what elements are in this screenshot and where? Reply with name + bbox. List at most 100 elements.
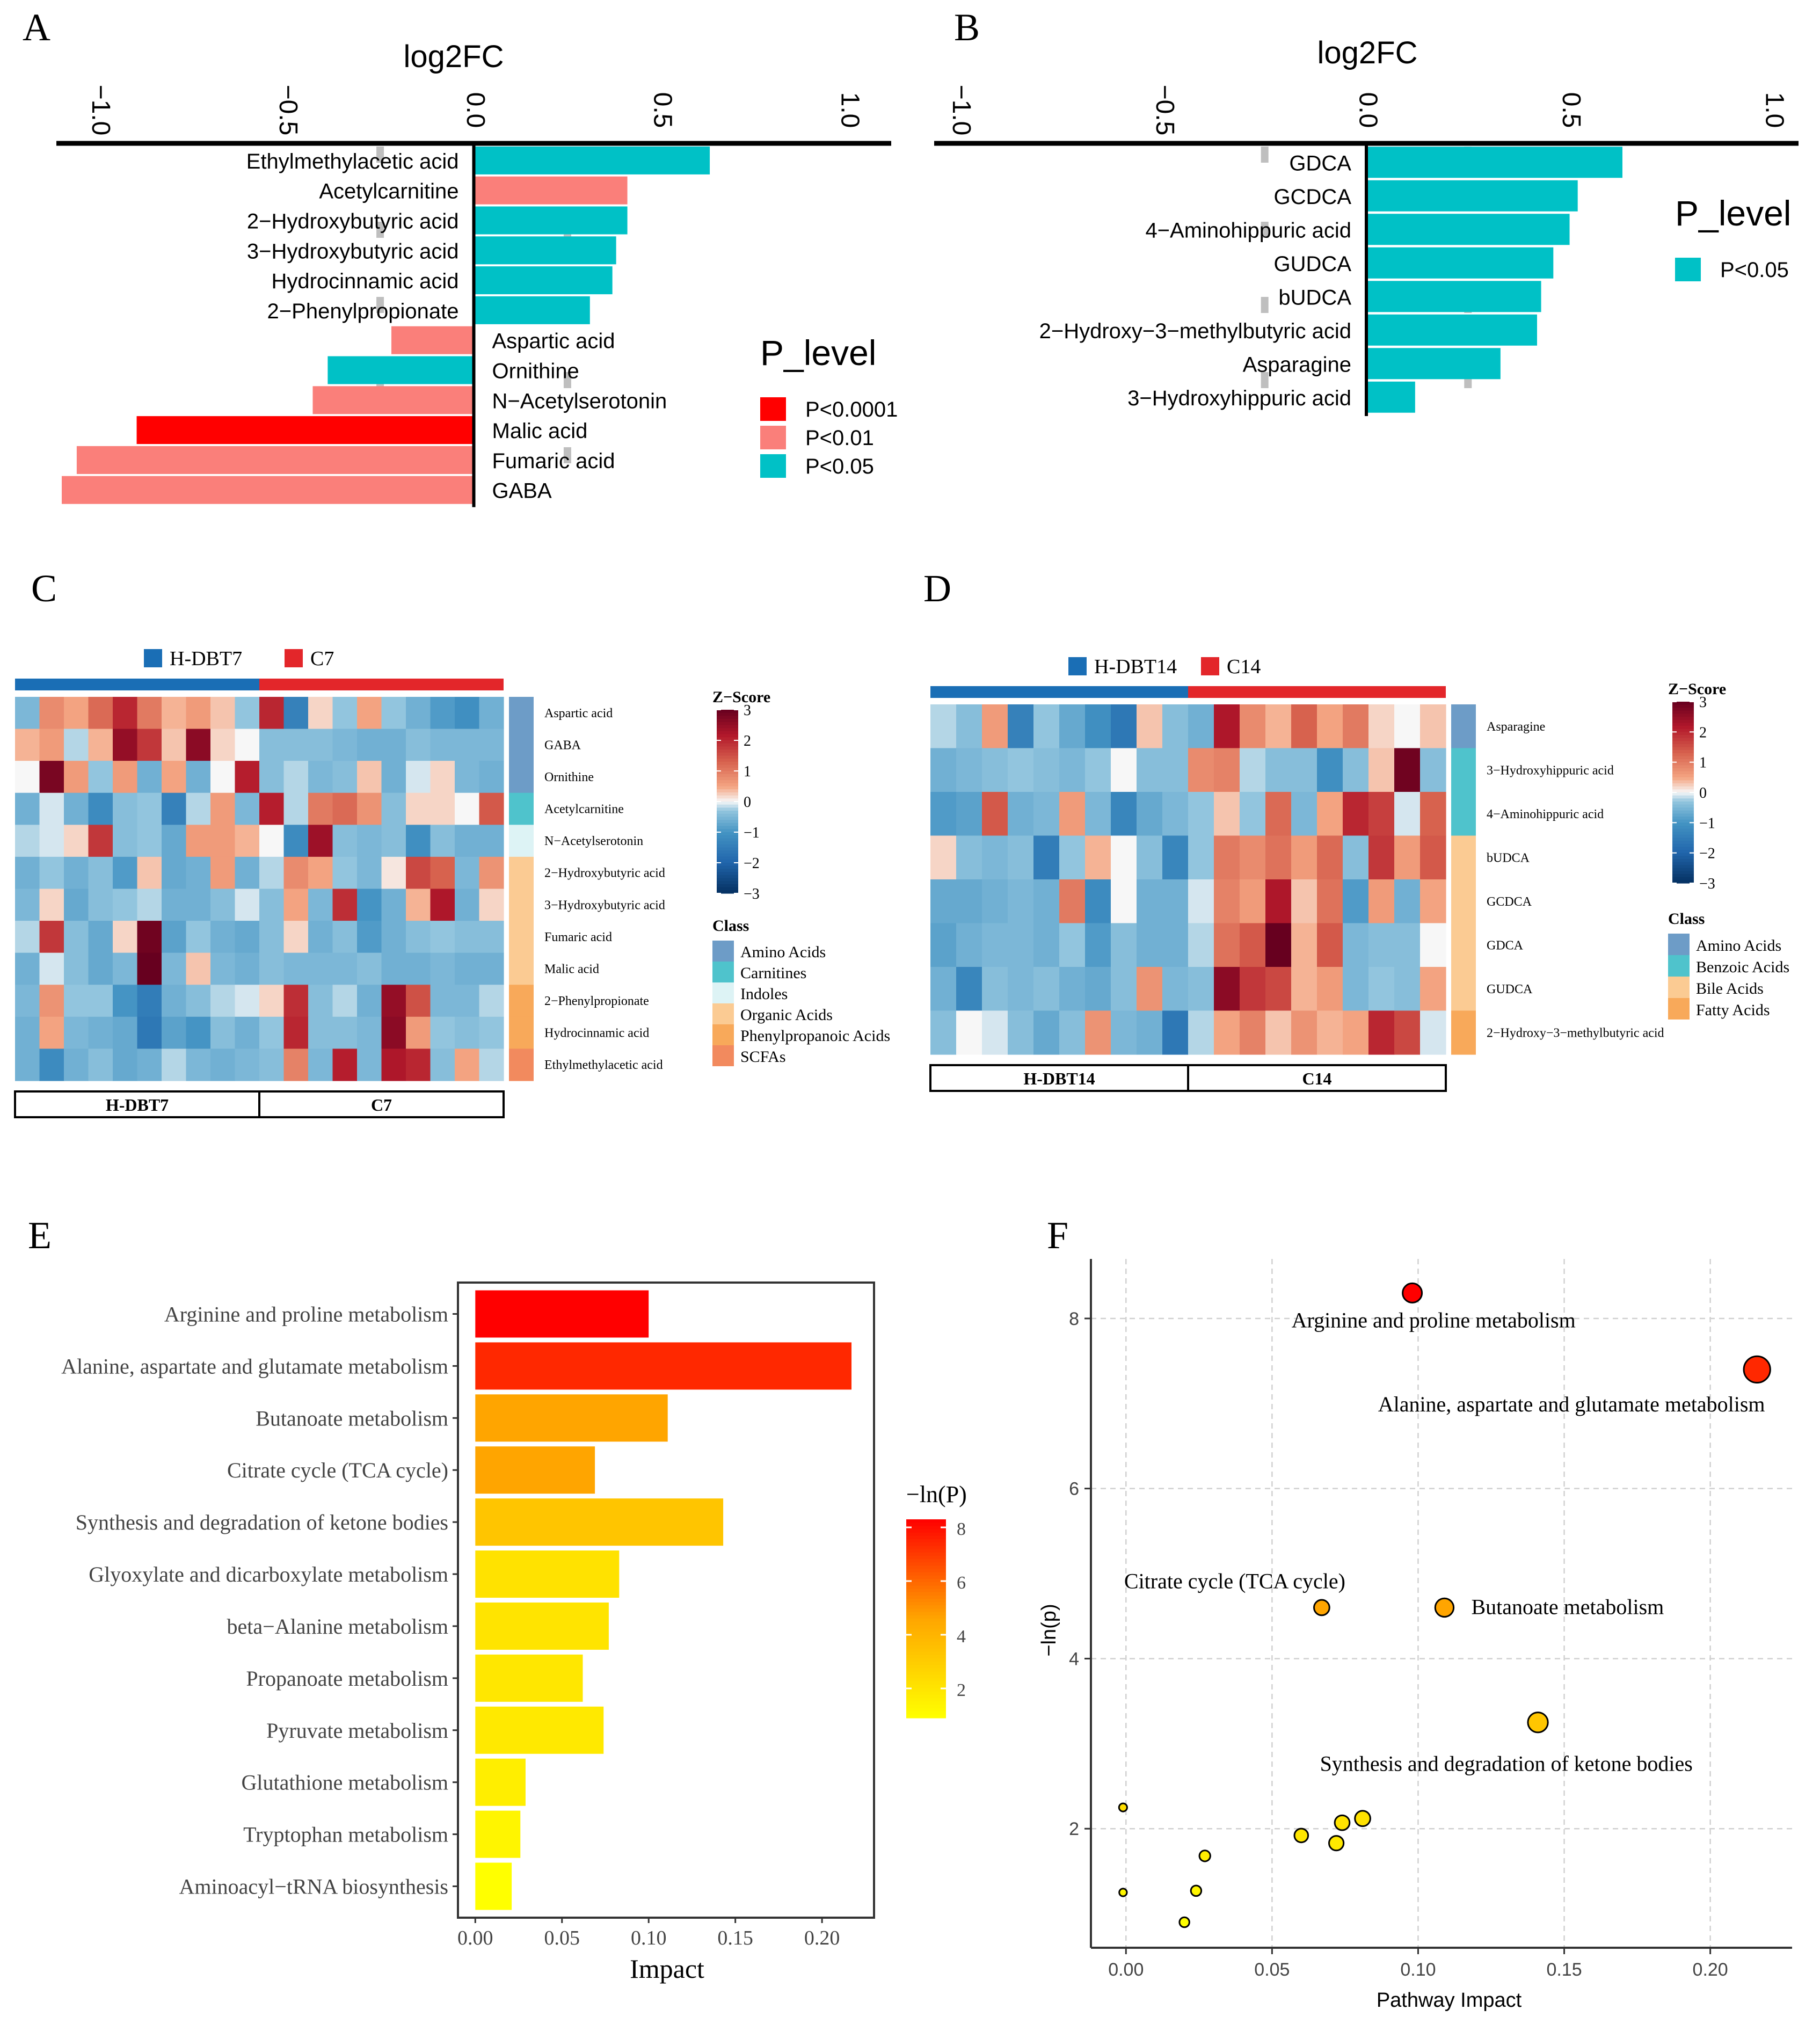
zscore-legend-segment <box>1672 853 1694 856</box>
color-legend-segment <box>906 1681 946 1685</box>
heatmap-cell <box>332 985 358 1017</box>
color-legend-segment <box>906 1705 946 1709</box>
heatmap-cell <box>357 985 382 1017</box>
heatmap-cell <box>210 697 236 730</box>
class-legend-label: Organic Acids <box>740 1006 833 1024</box>
heatmap-cell <box>64 1016 89 1050</box>
zscore-legend-segment <box>717 807 738 811</box>
heatmap-cell <box>283 985 309 1017</box>
heatmap-cell <box>956 879 982 924</box>
heatmap-cell <box>283 1048 309 1081</box>
heatmap-cell <box>1291 879 1317 924</box>
heatmap-cell <box>1008 923 1034 967</box>
heatmap-cell <box>39 697 64 730</box>
zscore-legend-segment <box>717 712 738 716</box>
color-legend-segment <box>906 1592 946 1596</box>
color-legend-segment <box>906 1651 946 1656</box>
class-legend-label: Fatty Acids <box>1696 1001 1770 1019</box>
zscore-legend-segment <box>1672 710 1694 715</box>
color-legend-segment <box>906 1552 946 1556</box>
heatmap-cell <box>1137 1010 1163 1055</box>
heatmap-cell <box>406 697 431 730</box>
row-class-cell <box>1451 923 1476 967</box>
bar <box>136 416 474 445</box>
heatmap-cell <box>283 1016 309 1050</box>
scatter-point <box>1334 1814 1351 1831</box>
heatmap-cell <box>1188 923 1214 967</box>
heatmap-cell <box>430 729 455 761</box>
heatmap-cell <box>259 985 285 1017</box>
heatmap-cell <box>1214 879 1240 924</box>
color-legend-segment <box>906 1523 946 1526</box>
row-label: 4−Aminohippuric acid <box>1487 807 1604 821</box>
bar <box>475 1810 521 1858</box>
heatmap-cell <box>455 889 480 921</box>
heatmap-cell <box>88 1016 113 1050</box>
heatmap-cell <box>259 952 285 985</box>
heatmap-cell <box>283 697 309 730</box>
color-legend-segment <box>906 1539 946 1543</box>
zscore-legend-segment <box>717 725 738 729</box>
zscore-legend-segment <box>1672 828 1694 832</box>
heatmap-cell <box>15 1048 40 1081</box>
legend-title: P_level <box>1675 193 1791 233</box>
heatmap-cell <box>1420 923 1446 967</box>
heatmap-cell <box>1214 923 1240 967</box>
color-legend-segment <box>906 1655 946 1659</box>
zscore-tick-label: 3 <box>1699 694 1707 711</box>
heatmap-cell <box>235 1048 260 1081</box>
heatmap-cell <box>162 1016 187 1050</box>
x-tick-label: 0.0 <box>461 92 490 128</box>
heatmap-cell <box>1265 792 1292 836</box>
row-class-cell <box>1451 835 1476 880</box>
heatmap-cell <box>137 921 162 953</box>
zscore-legend-segment <box>717 817 738 820</box>
zscore-legend-segment <box>1672 825 1694 829</box>
bar <box>76 446 474 474</box>
heatmap-cell <box>308 1048 333 1081</box>
zscore-legend-segment <box>717 847 738 851</box>
heatmap-cell <box>1137 967 1163 1011</box>
zscore-legend-segment <box>1672 813 1694 817</box>
heatmap-cell <box>1291 792 1317 836</box>
x-tick-label: 0.00 <box>1108 1960 1144 1980</box>
heatmap-cell <box>137 1048 162 1081</box>
bar-label: 2−Phenylpropionate <box>267 300 459 323</box>
zscore-legend-segment <box>1672 807 1694 811</box>
color-legend-segment <box>906 1615 946 1619</box>
heatmap-cell <box>1111 1010 1137 1055</box>
heatmap-cell <box>1240 879 1266 924</box>
heatmap-cell <box>1188 1010 1214 1055</box>
heatmap-cell <box>15 889 40 921</box>
heatmap-cell <box>381 697 406 730</box>
zscore-legend-segment <box>717 792 738 796</box>
heatmap-cell <box>259 792 285 825</box>
heatmap-cell <box>1008 748 1034 792</box>
bar-label: GCDCA <box>1274 185 1352 209</box>
heatmap-cell <box>210 1016 236 1050</box>
y-tick-label: Arginine and proline metabolism <box>164 1302 448 1326</box>
heatmap-cell <box>332 1048 358 1081</box>
bar <box>474 236 616 265</box>
color-legend-segment <box>906 1519 946 1523</box>
zscore-legend-segment <box>1672 747 1694 751</box>
class-legend-swatch <box>1668 934 1690 955</box>
heatmap-cell <box>235 729 260 761</box>
heatmap-cell <box>956 792 982 836</box>
heatmap-cell <box>137 792 162 825</box>
color-legend-segment <box>906 1589 946 1593</box>
panel-letter-c: C <box>31 567 57 610</box>
heatmap-cell <box>308 1016 333 1050</box>
point-label: Citrate cycle (TCA cycle) <box>1124 1569 1345 1593</box>
color-legend-segment <box>906 1701 946 1705</box>
heatmap-cell <box>308 792 333 825</box>
zscore-legend-segment <box>717 863 738 866</box>
heatmap-cell <box>235 889 260 921</box>
zscore-legend-segment <box>1672 762 1694 766</box>
heatmap-cell <box>455 697 480 730</box>
heatmap-cell <box>930 879 957 924</box>
bar-label: 2−Hydroxy−3−methylbutyric acid <box>1039 319 1351 343</box>
heatmap-cell <box>479 761 504 793</box>
heatmap-cell <box>381 1016 406 1050</box>
heatmap-cell <box>1368 792 1395 836</box>
